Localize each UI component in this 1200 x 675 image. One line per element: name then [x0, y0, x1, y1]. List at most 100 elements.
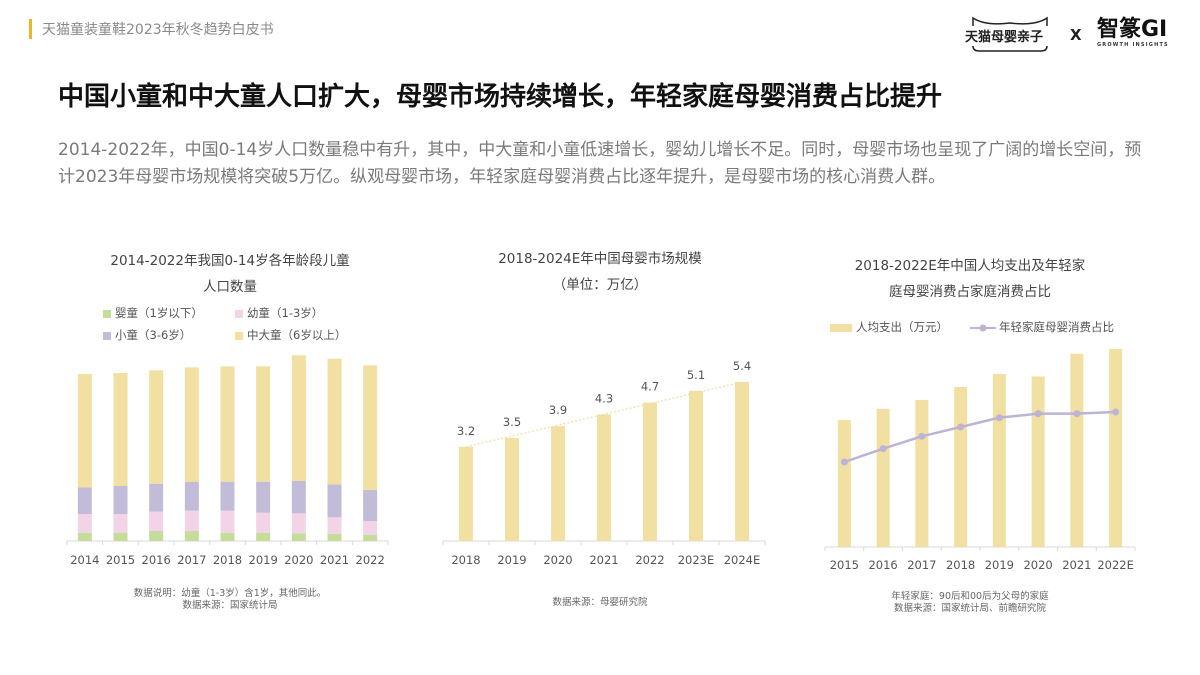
chart1-bar-segment	[291, 481, 306, 514]
chart1-bar-segment	[113, 486, 128, 514]
chart3-line-point	[1034, 410, 1042, 418]
chart1-bar-segment	[149, 511, 164, 531]
chart3-bar	[876, 408, 890, 547]
chart1-x-tick-label: 2018	[213, 553, 242, 567]
chart3-line-point	[918, 432, 926, 440]
chart2-x-tick-label: 2022	[635, 553, 664, 567]
chart1-x-tick-label: 2017	[177, 553, 206, 567]
chart1-title: 2014-2022年我国0-14岁各年龄段儿童 人口数量	[60, 248, 400, 300]
chart3-x-tick-label: 2015	[830, 558, 859, 572]
chart1-bar-segment	[363, 535, 378, 541]
legend-item-toddler: 幼童（1-3岁）	[235, 305, 323, 321]
chart2-title-line2: （单位：万亿）	[552, 277, 648, 293]
chart2-title-line1: 2018-2024E年中国母婴市场规模	[498, 251, 702, 267]
chart3-bar	[915, 399, 929, 547]
gi-logo: 智篆GI GROWTH INSIGHTS	[1097, 17, 1169, 49]
chart2-bar	[459, 446, 473, 541]
chart1-bar-segment	[184, 531, 199, 541]
chart2-note: 数据来源：母婴研究院	[552, 597, 648, 608]
chart2-x-tick-label: 2024E	[724, 553, 761, 567]
chart2-data-label: 5.1	[687, 368, 705, 382]
chart1-bar-segment	[77, 374, 92, 488]
chart1-bar-segment	[113, 373, 128, 486]
chart1-bar-segment	[113, 514, 128, 533]
chart3-x-tick-label: 2019	[985, 558, 1014, 572]
chart1-bar-segment	[77, 532, 92, 541]
chart2-bar	[689, 390, 703, 541]
legend-item-older: 中大童（6岁以上）	[235, 327, 346, 343]
chart2-bar	[643, 402, 657, 541]
chart2-x-tick-label: 2023E	[678, 553, 715, 567]
chart1-bar-segment	[184, 367, 199, 482]
chart2-data-label: 4.3	[595, 391, 613, 405]
chart2-bar	[735, 382, 749, 541]
chart1-bar-segment	[220, 510, 235, 533]
chart3-title-line1: 2018-2022E年中国人均支出及年轻家	[854, 258, 1086, 274]
chart1-bar-segment	[327, 517, 342, 534]
chart1-x-tick-label: 2022	[356, 553, 385, 567]
chart2-x-tick-label: 2019	[497, 553, 526, 567]
chart3-x-tick-label: 2020	[1023, 558, 1052, 572]
chart1-bar-segment	[256, 532, 271, 541]
tmall-cat-outline-icon	[972, 16, 1048, 52]
chart2-data-label: 5.4	[733, 359, 751, 373]
chart3-bar	[837, 420, 851, 547]
chart2-data-label: 3.2	[457, 424, 475, 438]
chart1-x-tick-label: 2020	[284, 553, 313, 567]
chart3-line-point	[1073, 410, 1081, 418]
chart2-bar	[551, 426, 565, 541]
legend-swatch	[830, 323, 852, 332]
chart3-bar	[954, 386, 968, 547]
legend-item-preschool: 小童（3-6岁）	[103, 327, 191, 343]
chart3-x-tick-label: 2016	[868, 558, 897, 572]
chart1-note: 数据说明：幼童（1-3岁）含1岁，其他同此。 数据来源：国家统计局	[133, 588, 327, 611]
chart1-bar-segment	[327, 484, 342, 518]
chart3-line	[843, 410, 1116, 464]
chart1-bar-segment	[291, 513, 306, 534]
legend-item-infant: 婴童（1岁以下）	[103, 305, 203, 321]
chart3-bar	[992, 374, 1006, 547]
chart2-data-label: 3.9	[549, 403, 567, 417]
chart1-bar-segment	[149, 531, 164, 541]
chart1-bar-segment	[256, 481, 271, 513]
chart1-bar-segment	[363, 490, 378, 521]
chart3-note: 年轻家庭：90后和00后为父母的家庭 数据来源：国家统计局、前瞻研究院	[891, 591, 1049, 614]
summary-paragraph: 2014-2022年，中国0-14岁人口数量稳中有升，其中，中大童和小童低速增长…	[58, 140, 1142, 187]
chart1-bar-segment	[291, 533, 306, 541]
chart1-bar-segment	[256, 512, 271, 533]
chart3-x-tick-label: 2022E	[1097, 558, 1134, 572]
header-accent-bar	[29, 19, 32, 39]
chart3-line-point	[1112, 408, 1120, 416]
chart1-bar-segment	[220, 481, 235, 511]
legend-line-marker	[970, 324, 996, 331]
chart3-line-point	[957, 423, 965, 431]
document-title: 天猫童装童鞋2023年秋冬趋势白皮书	[42, 22, 274, 38]
chart1-bar-segment	[220, 532, 235, 541]
chart1-title-line2: 人口数量	[203, 279, 257, 295]
chart3-bar	[1031, 376, 1045, 547]
chart2-trendline	[465, 381, 743, 448]
chart1-bar-segment	[149, 370, 164, 484]
chart1-bar-segment	[256, 366, 271, 482]
chart1-bar-segment	[77, 514, 92, 533]
chart3-x-tick-label: 2018	[946, 558, 975, 572]
chart1-bar-segment	[184, 510, 199, 531]
chart1-bar-segment	[113, 532, 128, 541]
chart2-x-tick-label: 2018	[451, 553, 480, 567]
chart3-line-point	[879, 445, 887, 453]
legend-swatch	[103, 331, 111, 340]
legend-item-share: 年轻家庭母婴消费占比	[970, 319, 1114, 335]
chart3-line-point	[840, 458, 848, 466]
chart3-line-point	[995, 414, 1003, 422]
legend-item-spending: 人均支出（万元）	[830, 319, 948, 335]
chart3-bar	[1070, 353, 1084, 547]
chart2-bar	[505, 437, 519, 541]
legend-swatch	[235, 331, 243, 340]
logo-separator: X	[1070, 26, 1082, 44]
chart1-title-line1: 2014-2022年我国0-14岁各年龄段儿童	[110, 253, 350, 269]
legend-swatch	[235, 309, 243, 318]
chart3-title-line2: 庭母婴消费占家庭消费占比	[889, 284, 1051, 300]
chart1-x-tick-label: 2019	[249, 553, 278, 567]
